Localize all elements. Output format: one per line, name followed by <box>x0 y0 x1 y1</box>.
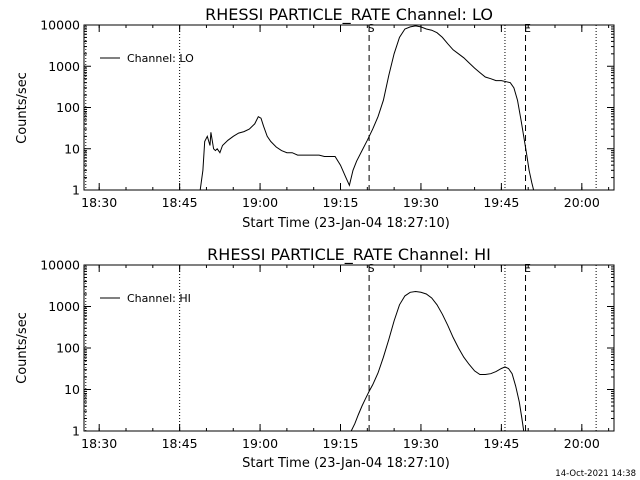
y-tick-label: 10 <box>64 382 80 397</box>
x-axis-label: Start Time (23-Jan-04 18:27:10) <box>242 456 450 471</box>
hi-channel-panel: RHESSI PARTICLE_RATE Channel: HI Counts/… <box>15 245 615 471</box>
marker-label-e: E <box>524 262 531 275</box>
x-tick-label: 18:45 <box>162 436 198 451</box>
y-tick-label: 10000 <box>40 258 80 273</box>
timestamp: 14-Oct-2021 14:38 <box>555 469 636 479</box>
x-tick-label: 19:30 <box>403 195 439 210</box>
series-line <box>199 25 535 191</box>
x-tick-label: 20:00 <box>564 436 600 451</box>
chart-title: RHESSI PARTICLE_RATE Channel: HI <box>207 245 491 265</box>
x-tick-label: 19:00 <box>242 195 278 210</box>
marker-label-s: S <box>368 262 375 275</box>
legend-label: Channel: HI <box>127 292 191 305</box>
y-tick-label: 10 <box>64 141 80 156</box>
y-axis-label: Counts/sec <box>15 312 30 384</box>
y-tick-label: 1000 <box>48 59 80 74</box>
marker-label-s: S <box>368 22 375 35</box>
x-tick-label: 19:30 <box>403 436 439 451</box>
y-tick-label: 100 <box>56 100 80 115</box>
marker-label-e: E <box>524 22 531 35</box>
chart-title: RHESSI PARTICLE_RATE Channel: LO <box>205 5 493 25</box>
x-tick-label: 19:15 <box>322 195 358 210</box>
y-tick-label: 1 <box>72 183 80 198</box>
y-axis-label: Counts/sec <box>15 72 30 144</box>
x-tick-label: 19:45 <box>483 195 519 210</box>
x-axis-label: Start Time (23-Jan-04 18:27:10) <box>242 216 450 231</box>
x-tick-label: 18:30 <box>81 195 117 210</box>
x-tick-label: 19:15 <box>322 436 358 451</box>
y-tick-label: 10000 <box>40 18 80 33</box>
y-tick-label: 1 <box>72 424 80 439</box>
lo-channel-panel: RHESSI PARTICLE_RATE Channel: LO Counts/… <box>15 5 615 231</box>
y-tick-label: 1000 <box>48 299 80 314</box>
x-tick-label: 20:00 <box>564 195 600 210</box>
y-tick-label: 100 <box>56 341 80 356</box>
x-tick-label: 19:00 <box>242 436 278 451</box>
legend-label: Channel: LO <box>127 52 194 65</box>
x-tick-label: 18:30 <box>81 436 117 451</box>
x-tick-label: 19:45 <box>483 436 519 451</box>
series-line <box>350 290 525 432</box>
x-tick-label: 18:45 <box>162 195 198 210</box>
